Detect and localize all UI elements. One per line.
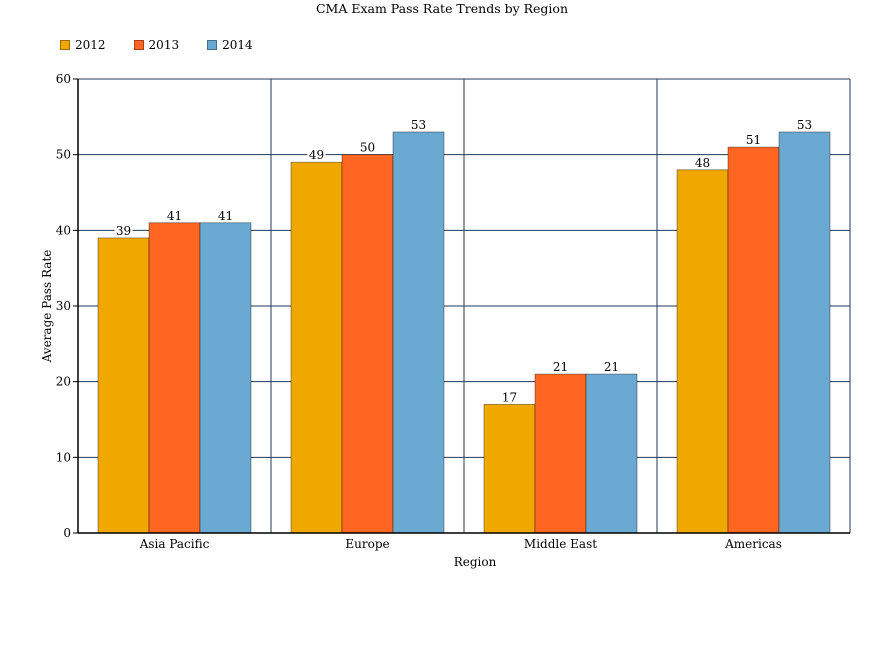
legend-swatch xyxy=(207,40,218,50)
x-tick-label: Middle East xyxy=(524,537,597,551)
data-label: 39 xyxy=(116,224,131,238)
data-label: 51 xyxy=(746,133,761,147)
y-tick-label: 40 xyxy=(56,223,71,237)
bar xyxy=(392,131,445,534)
x-tick-label: Asia Pacific xyxy=(139,537,210,551)
y-tick-label: 30 xyxy=(56,299,71,313)
legend-item: 2014 xyxy=(207,37,253,53)
bar xyxy=(148,222,201,534)
y-tick-label: 10 xyxy=(56,450,71,464)
data-label-background xyxy=(795,118,814,131)
legend-swatch xyxy=(133,40,144,50)
data-label: 41 xyxy=(218,209,233,223)
legend-swatch xyxy=(60,40,70,50)
bar xyxy=(676,169,729,534)
bars: 39 41 41 49 50 53 17 21 21 48 51 53 xyxy=(97,118,831,534)
data-label-background xyxy=(551,361,570,374)
data-label: 41 xyxy=(167,209,182,223)
data-label: 53 xyxy=(411,118,426,132)
bar xyxy=(97,237,150,534)
y-tick-label: 60 xyxy=(56,72,71,86)
chart-title: CMA Exam Pass Rate Trends by Region xyxy=(315,1,569,16)
data-label-background xyxy=(307,149,326,162)
y-tick-label: 20 xyxy=(56,375,71,389)
bar xyxy=(534,373,587,534)
bar xyxy=(778,131,831,534)
legend-label: 2014 xyxy=(222,38,253,52)
bar xyxy=(585,373,638,534)
bar xyxy=(483,403,536,534)
data-label-background xyxy=(500,391,519,404)
x-tick-label: Americas xyxy=(724,537,782,551)
legend: 2012 2013 2014 xyxy=(60,37,281,53)
legend-item: 2012 xyxy=(60,37,106,53)
data-label-background xyxy=(602,361,621,374)
x-tick-label: Europe xyxy=(345,537,389,551)
data-label-background xyxy=(165,209,184,222)
bar xyxy=(199,222,252,534)
data-label-background xyxy=(693,156,712,169)
data-label-background xyxy=(114,224,133,237)
bar xyxy=(727,146,780,534)
data-label: 48 xyxy=(695,156,710,170)
data-label-background xyxy=(358,141,377,154)
data-label: 21 xyxy=(604,360,619,374)
y-tick-label: 0 xyxy=(63,526,71,540)
data-label-background xyxy=(216,209,235,222)
y-axis-title: Average Pass Rate xyxy=(40,250,54,364)
bar xyxy=(341,154,394,534)
legend-label: 2013 xyxy=(148,38,180,52)
data-label: 49 xyxy=(309,148,324,162)
data-label: 50 xyxy=(360,141,375,155)
data-label-background xyxy=(409,118,428,131)
data-label: 21 xyxy=(553,360,568,374)
axes: 0 10 20 30 40 50 60 Asia Pacific Europe Middle Ea… xyxy=(56,72,850,551)
legend-label: 2012 xyxy=(75,38,106,52)
data-label-background xyxy=(744,134,763,147)
legend-item: 2013 xyxy=(133,37,180,53)
x-axis-title: Region xyxy=(454,555,497,569)
data-label: 17 xyxy=(502,390,517,404)
y-tick-label: 50 xyxy=(56,148,71,162)
bar xyxy=(290,161,343,534)
data-label: 53 xyxy=(797,118,812,132)
